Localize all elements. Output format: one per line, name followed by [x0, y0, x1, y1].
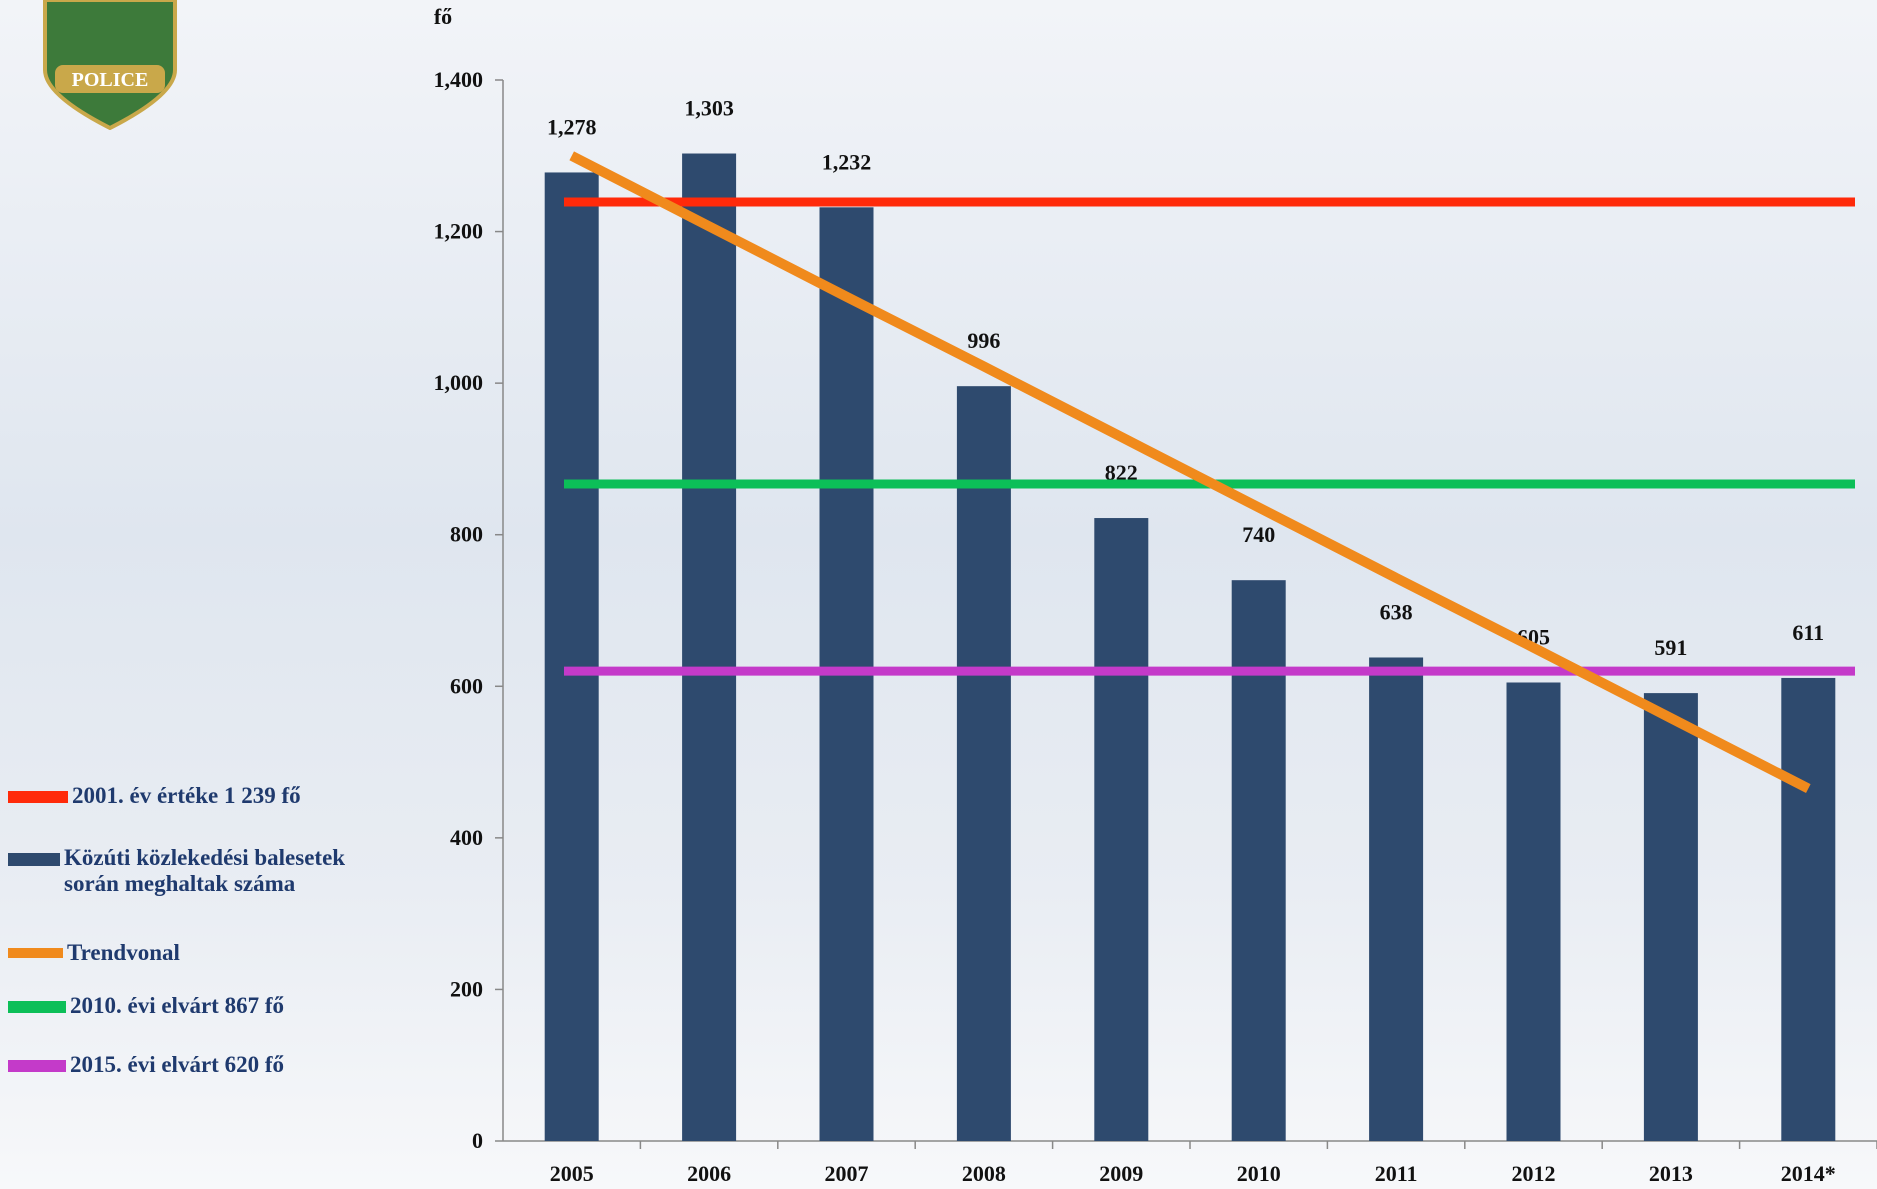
x-tick-label: 2005 — [550, 1161, 594, 1186]
bar — [545, 172, 599, 1141]
value-label: 1,278 — [547, 114, 597, 139]
legend-entry: 2010. évi elvárt 867 fő — [8, 993, 284, 1019]
x-tick-label: 2010 — [1237, 1161, 1281, 1186]
x-tick-label: 2009 — [1099, 1161, 1143, 1186]
bar — [957, 386, 1011, 1141]
y-tick-label: 1,200 — [434, 219, 484, 244]
legend-label: Trendvonal — [67, 940, 180, 966]
trend-swatch — [8, 948, 63, 958]
x-tick-label: 2012 — [1512, 1161, 1556, 1186]
bar — [1369, 657, 1423, 1141]
legend-entry: Közúti közlekedési balesetek során megha… — [8, 845, 404, 897]
x-tick-label: 2006 — [687, 1161, 731, 1186]
value-label: 1,232 — [822, 149, 872, 174]
y-tick-label: 200 — [450, 976, 483, 1001]
value-label: 638 — [1380, 599, 1413, 624]
trend-line — [572, 156, 1809, 789]
value-label: 740 — [1242, 522, 1275, 547]
bar — [1232, 580, 1286, 1141]
ref-swatch — [8, 1001, 66, 1013]
bar — [682, 154, 736, 1141]
bar — [1507, 682, 1561, 1141]
x-tick-label: 2013 — [1649, 1161, 1693, 1186]
legend-label: 2010. évi elvárt 867 fő — [70, 993, 284, 1019]
y-tick-label: 0 — [472, 1128, 483, 1153]
bar — [1644, 693, 1698, 1141]
x-tick-label: 2007 — [825, 1161, 869, 1186]
value-label: 1,303 — [684, 96, 734, 121]
ref-swatch — [8, 1060, 66, 1072]
value-label: 611 — [1792, 620, 1824, 645]
y-tick-label: 400 — [450, 825, 483, 850]
bar-swatch — [8, 853, 60, 866]
legend-label: Közúti közlekedési balesetek során megha… — [64, 845, 404, 897]
bar — [1781, 678, 1835, 1141]
y-tick-label: 800 — [450, 522, 483, 547]
legend-entry: 2015. évi elvárt 620 fő — [8, 1052, 284, 1078]
value-label: 591 — [1654, 635, 1687, 660]
legend-entry: Trendvonal — [8, 940, 180, 966]
x-tick-label: 2014* — [1781, 1161, 1836, 1186]
x-tick-label: 2011 — [1375, 1161, 1418, 1186]
legend-label: 2001. év értéke 1 239 fő — [72, 783, 301, 809]
value-label: 996 — [967, 328, 1000, 353]
unit-label: fő — [434, 4, 452, 29]
ref-swatch — [8, 791, 68, 803]
bar — [1094, 518, 1148, 1141]
page: {"logo": {"text": "POLICE"}, "chart_data… — [0, 0, 1877, 1189]
x-tick-label: 2008 — [962, 1161, 1006, 1186]
legend-label: 2015. évi elvárt 620 fő — [70, 1052, 284, 1078]
legend-entry: 2001. év értéke 1 239 fő — [8, 783, 301, 809]
y-tick-label: 600 — [450, 673, 483, 698]
y-tick-label: 1,000 — [434, 370, 484, 395]
y-tick-label: 1,400 — [434, 67, 484, 92]
